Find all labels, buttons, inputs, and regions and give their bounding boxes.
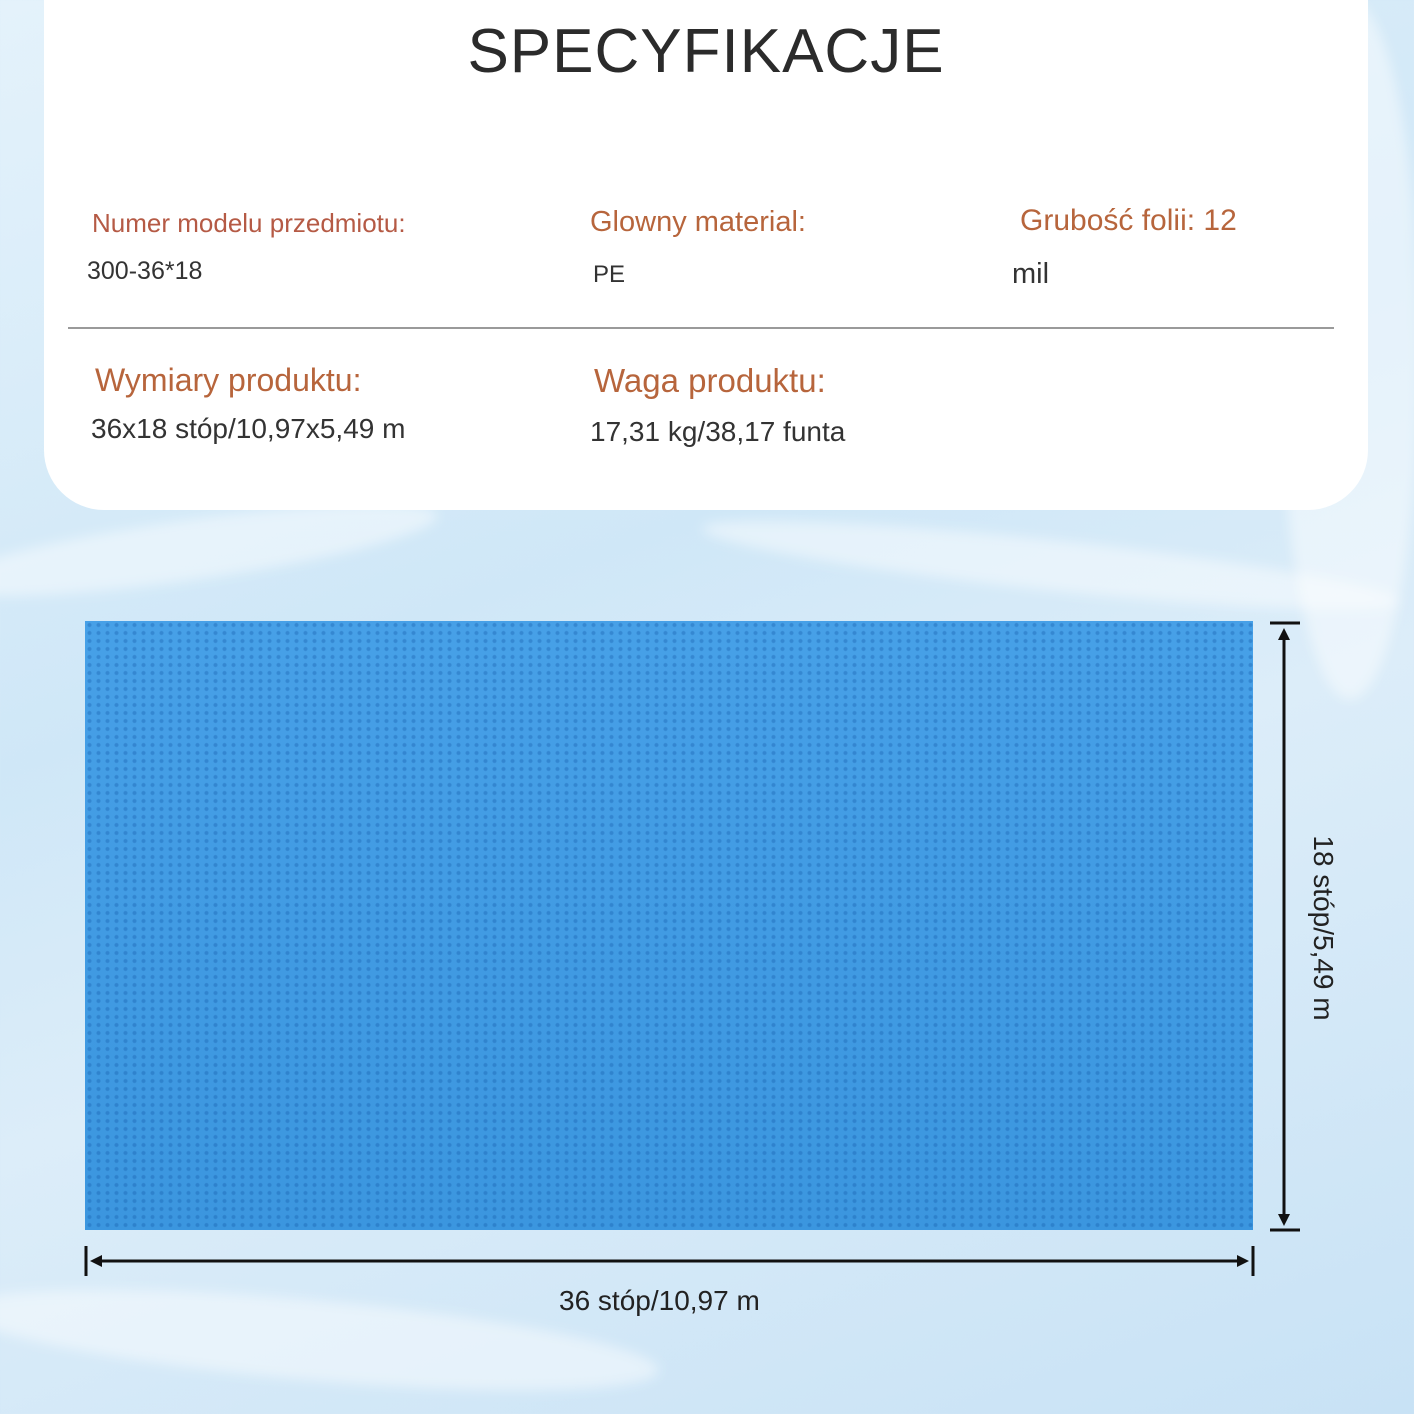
spec-card: SPECYFIKACJE [44,0,1368,510]
material-value: PE [593,261,626,288]
arrow-down-icon [1278,1214,1290,1226]
material-label: Glowny material: [590,206,806,238]
dimensions-value: 36x18 stóp/10,97x5,49 m [91,413,406,444]
weight-value: 17,31 kg/38,17 funta [590,416,846,447]
arrow-up-icon [1278,628,1290,640]
page-title: SPECYFIKACJE [467,17,945,86]
divider [68,327,1334,329]
height-label: 18 stóp/5,49 m [1308,835,1339,1021]
arrow-right-icon [1237,1255,1249,1267]
model-label: Numer modelu przedmiotu: [92,208,406,238]
arrow-left-icon [90,1255,102,1267]
thickness-value: mil [1012,258,1050,290]
width-label: 36 stóp/10,97 m [559,1285,760,1316]
pool-cover-image [85,621,1253,1230]
model-value: 300-36*18 [87,257,203,285]
weight-label: Waga produktu: [594,362,826,399]
thickness-label: Grubość folii: 12 [1020,204,1237,237]
dimensions-label: Wymiary produktu: [95,362,362,398]
